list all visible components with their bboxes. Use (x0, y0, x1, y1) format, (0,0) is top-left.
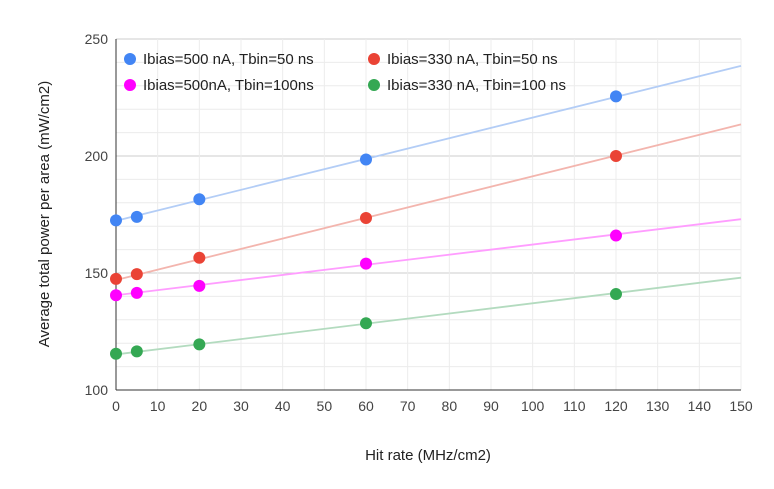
x-tick-label: 50 (317, 398, 333, 414)
x-tick-label: 100 (521, 398, 545, 414)
data-point (110, 272, 122, 285)
data-point (360, 257, 372, 270)
x-tick-label: 130 (646, 398, 670, 414)
y-tick-label: 250 (85, 31, 109, 47)
y-tick-label: 200 (85, 148, 109, 164)
data-point (193, 279, 206, 292)
data-point (110, 214, 122, 227)
data-point (360, 153, 372, 166)
x-tick-label: 110 (563, 398, 586, 414)
data-points (110, 90, 622, 360)
x-tick-label: 90 (483, 398, 499, 414)
legend-label: Ibias=330 nA, Tbin=50 ns (387, 51, 558, 68)
data-point (610, 150, 622, 162)
x-tick-label: 120 (604, 398, 628, 414)
data-point (110, 289, 122, 302)
x-tick-label: 150 (729, 398, 753, 414)
data-point (110, 347, 122, 360)
x-tick-label: 30 (233, 398, 249, 414)
x-tick-label: 60 (358, 398, 374, 414)
data-point (193, 193, 206, 206)
data-point (130, 286, 143, 299)
x-tick-label: 10 (150, 398, 166, 414)
data-point (193, 251, 206, 264)
y-axis-title: Average total power per area (mW/cm2) (36, 81, 53, 348)
x-tick-label: 0 (112, 398, 120, 414)
x-tick-label: 140 (688, 398, 712, 414)
trendline (115, 218, 742, 297)
data-point (130, 345, 143, 358)
data-point (360, 212, 372, 225)
legend-label: Ibias=500 nA, Tbin=50 ns (143, 51, 314, 68)
legend-label: Ibias=500nA, Tbin=100ns (143, 77, 314, 94)
trendline (115, 123, 742, 281)
legend-marker (124, 79, 136, 91)
grid-lines (115, 38, 742, 391)
data-point (610, 229, 622, 242)
x-tick-label: 80 (442, 398, 458, 414)
data-point (130, 210, 143, 223)
x-axis-title: Hit rate (MHz/cm2) (365, 447, 491, 464)
x-tick-label: 70 (400, 398, 416, 414)
trendlines (115, 65, 742, 356)
data-point (610, 90, 622, 103)
legend: Ibias=500 nA, Tbin=50 ns Ibias=330 nA, Tb… (124, 51, 566, 94)
y-tick-label: 150 (85, 265, 109, 281)
data-point (610, 288, 622, 301)
legend-marker (368, 53, 380, 65)
legend-marker (124, 53, 136, 65)
x-tick-label: 20 (192, 398, 208, 414)
trendline (115, 276, 742, 356)
data-point (193, 338, 206, 351)
x-tick-label: 40 (275, 398, 291, 414)
legend-marker (368, 79, 380, 91)
y-tick-labels: 100 150 200 250 (85, 31, 109, 398)
data-point (130, 268, 143, 281)
data-point (360, 317, 372, 330)
trendline (115, 65, 742, 222)
y-tick-label: 100 (85, 382, 109, 398)
x-tick-labels: 0 10 20 30 40 50 60 70 80 90 100 110 120 130 140 150 (112, 398, 753, 414)
legend-label: Ibias=330 nA, Tbin=100 ns (387, 77, 566, 94)
